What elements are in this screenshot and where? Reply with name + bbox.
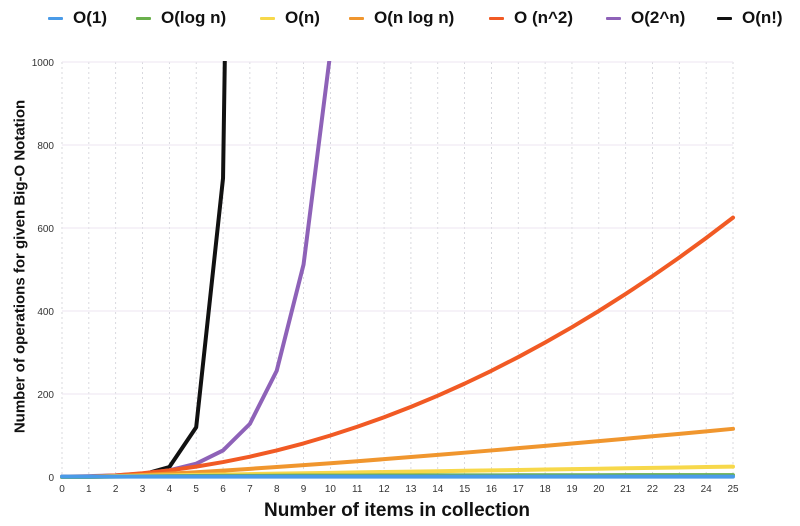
y-tick-label: 400: [37, 307, 54, 318]
legend-item-ologn: O(log n): [136, 8, 226, 28]
legend-swatch: [48, 16, 63, 20]
x-tick-label: 21: [620, 484, 632, 495]
legend-label: O (n^2): [514, 8, 574, 27]
legend-swatch: [717, 16, 732, 20]
legend-item-on: O(n): [260, 8, 320, 28]
legend-swatch: [136, 16, 151, 20]
series-lines: [60, 61, 735, 479]
x-tick-label: 15: [459, 484, 471, 495]
x-tick-label: 22: [647, 484, 659, 495]
y-tick-label: 800: [37, 141, 54, 152]
legend-swatch: [606, 16, 621, 20]
series-line: [60, 215, 735, 479]
x-tick-label: 20: [593, 484, 605, 495]
x-tick-label: 9: [301, 484, 307, 495]
x-tick-label: 25: [727, 484, 739, 495]
y-tick-label: 200: [37, 390, 54, 401]
legend-item-onfact: O(n!): [717, 8, 783, 28]
legend-label: O(n log n): [374, 8, 455, 27]
x-tick-label: 6: [220, 484, 226, 495]
x-tick-label: 14: [432, 484, 444, 495]
y-axis-ticks: 0 200 400 600 800 1000: [32, 58, 55, 484]
x-tick-label: 10: [325, 484, 337, 495]
legend-swatch: [349, 16, 364, 20]
x-tick-label: 3: [140, 484, 146, 495]
y-tick-label: 600: [37, 224, 54, 235]
legend-item-o2n: O(2^n): [606, 8, 685, 28]
x-tick-label: 11: [352, 484, 363, 495]
x-axis-ticks: 0 1 2 3 4 5 6 7 8 9 10 11 12 13 14 15 16 17 18 19 20 21 22 23 24…: [59, 484, 739, 495]
x-tick-label: 5: [193, 484, 199, 495]
legend-item-onlogn: O(n log n): [349, 8, 454, 28]
x-tick-label: 2: [113, 484, 119, 495]
x-tick-label: 13: [405, 484, 417, 495]
legend-item-on2: O (n^2): [489, 8, 573, 28]
y-axis-label: Number of operations for given Big-O Not…: [11, 99, 29, 434]
x-tick-label: 4: [167, 484, 173, 495]
grid-lines: [61, 61, 734, 478]
x-tick-label: 16: [486, 484, 498, 495]
series-line: [60, 61, 227, 479]
x-tick-label: 8: [274, 484, 280, 495]
x-tick-label: 12: [379, 484, 391, 495]
x-tick-label: 0: [59, 484, 65, 495]
y-tick-label: 0: [48, 473, 54, 484]
legend-label: O(log n): [161, 8, 227, 27]
chart-legend: O(1) O(log n) O(n) O(n log n) O (n^2) O(…: [0, 4, 800, 30]
legend-label: O(n): [285, 8, 320, 27]
x-tick-label: 18: [540, 484, 552, 495]
legend-label: O(2^n): [631, 8, 686, 27]
legend-swatch: [260, 16, 275, 20]
x-tick-label: 17: [513, 484, 525, 495]
y-tick-label: 1000: [32, 58, 55, 69]
x-tick-label: 19: [566, 484, 578, 495]
x-tick-label: 24: [701, 484, 713, 495]
x-tick-label: 1: [86, 484, 92, 495]
x-axis-label: Number of items in collection: [264, 500, 531, 521]
legend-swatch: [489, 16, 504, 20]
legend-item-o1: O(1): [48, 8, 107, 28]
legend-label: O(1): [73, 8, 107, 27]
legend-label: O(n!): [742, 8, 783, 27]
x-tick-label: 23: [674, 484, 686, 495]
x-tick-label: 7: [247, 484, 253, 495]
